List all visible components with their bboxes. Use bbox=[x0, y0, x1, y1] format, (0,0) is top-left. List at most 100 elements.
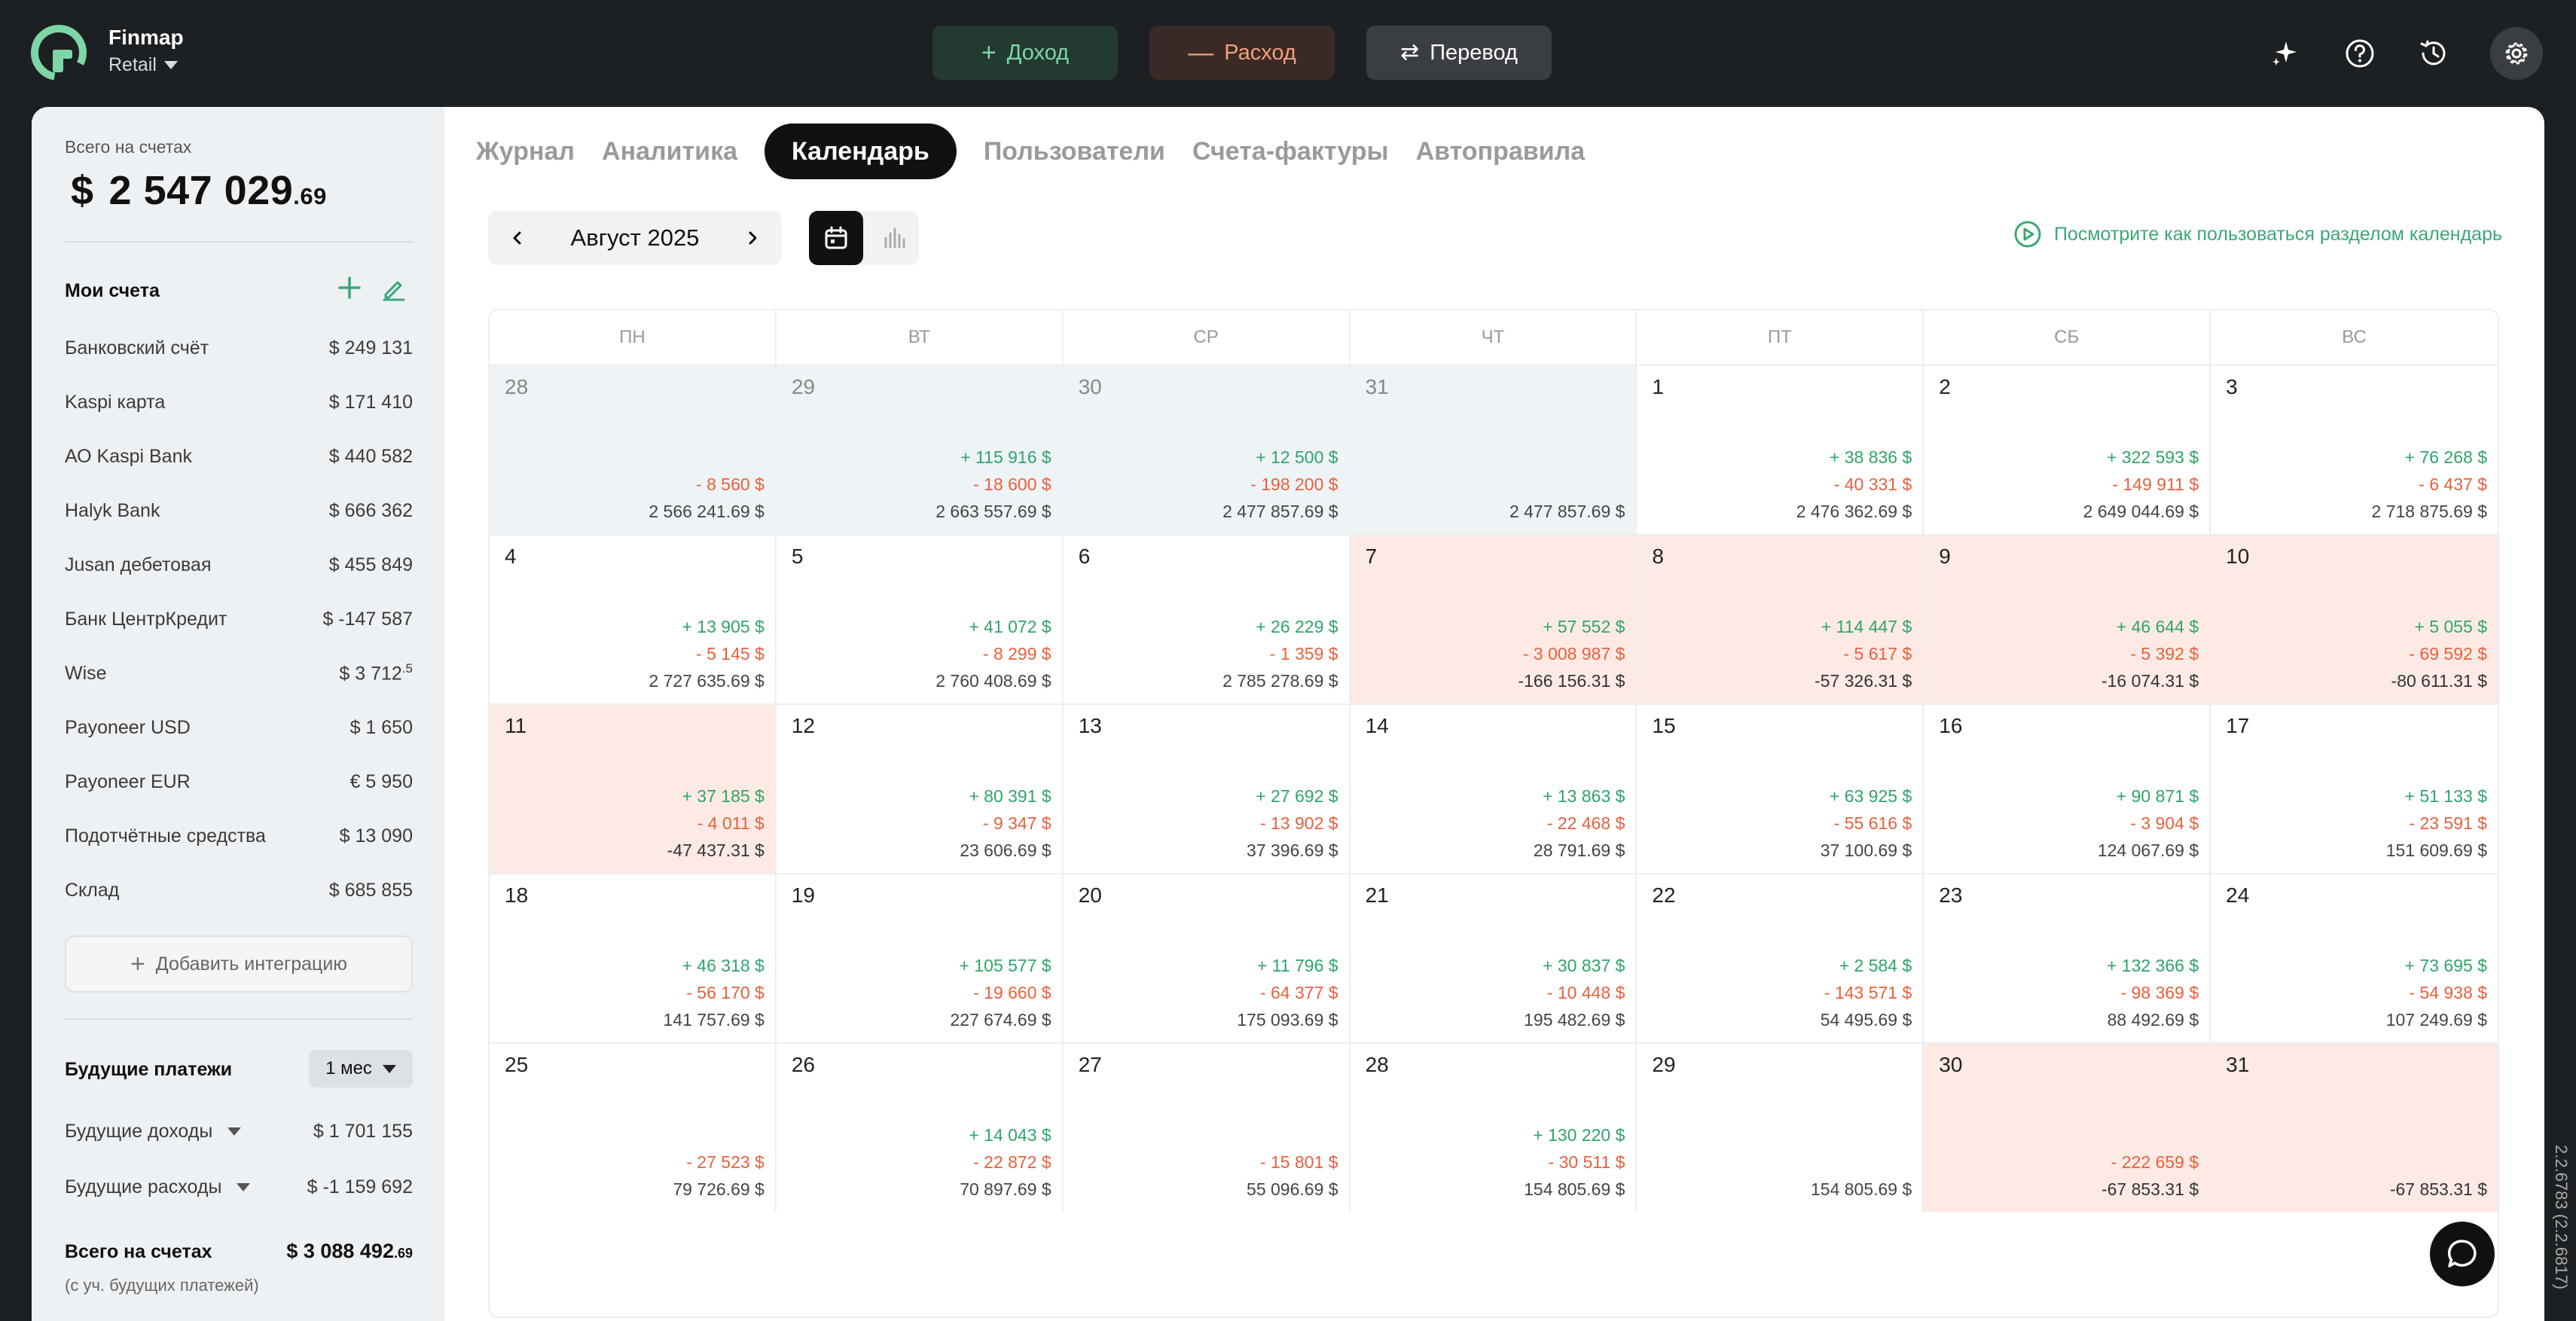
day-number: 1 bbox=[1652, 375, 1664, 398]
day-expense: - 8 560 $ bbox=[696, 474, 765, 494]
calendar-day[interactable]: 28 + 130 220 $ - 30 511 $ 154 805.69 $ bbox=[1350, 1042, 1637, 1212]
org-name: Retail bbox=[108, 54, 157, 75]
chevron-down-icon bbox=[163, 61, 178, 69]
settings-button[interactable] bbox=[2490, 27, 2543, 80]
support-chat-button[interactable] bbox=[2430, 1222, 2495, 1286]
account-row[interactable]: Банк ЦентрКредит $ -147 587 bbox=[65, 604, 413, 634]
calendar-day[interactable]: 15 + 63 925 $ - 55 616 $ 37 100.69 $ bbox=[1637, 703, 1924, 873]
account-row[interactable]: Подотчётные средства $ 13 090 bbox=[65, 821, 413, 851]
account-row[interactable]: Wise $ 3 712.5 bbox=[65, 658, 413, 688]
calendar-day[interactable]: 30 + 12 500 $ - 198 200 $ 2 477 857.69 $ bbox=[1063, 365, 1351, 534]
weekday-label: СР bbox=[1064, 310, 1351, 365]
calendar-day[interactable]: 21 + 30 837 $ - 10 448 $ 195 482.69 $ bbox=[1350, 873, 1637, 1042]
tab-calendar[interactable]: Календарь bbox=[765, 124, 957, 179]
add-transfer-button[interactable]: ⇄ Перевод bbox=[1366, 26, 1552, 80]
account-amount-value: $ 685 855 bbox=[328, 879, 413, 901]
account-row[interactable]: Склад $ 685 855 bbox=[65, 875, 413, 905]
calendar-day[interactable]: 14 + 13 863 $ - 22 468 $ 28 791.69 $ bbox=[1350, 703, 1637, 873]
calendar-day[interactable]: 20 + 11 796 $ - 64 377 $ 175 093.69 $ bbox=[1063, 873, 1351, 1042]
calendar-day[interactable]: 27 - 15 801 $ 55 096.69 $ bbox=[1063, 1042, 1351, 1212]
calendar-day[interactable]: 28 - 8 560 $ 2 566 241.69 $ bbox=[490, 365, 777, 534]
calendar-day[interactable]: 2 + 322 593 $ - 149 911 $ 2 649 044.69 $ bbox=[1924, 365, 2211, 534]
calendar-day[interactable]: 18 + 46 318 $ - 56 170 $ 141 757.69 $ bbox=[490, 873, 777, 1042]
tab-journal[interactable]: Журнал bbox=[476, 136, 575, 166]
calendar-day[interactable]: 11 + 37 185 $ - 4 011 $ -47 437.31 $ bbox=[490, 703, 777, 873]
account-row[interactable]: Payoneer EUR € 5 950 bbox=[65, 767, 413, 797]
day-expense: - 56 170 $ bbox=[686, 983, 765, 1002]
calendar-day[interactable]: 19 + 105 577 $ - 19 660 $ 227 674.69 $ bbox=[776, 873, 1064, 1042]
calendar-day[interactable]: 26 + 14 043 $ - 22 872 $ 70 897.69 $ bbox=[776, 1042, 1064, 1212]
chat-bubble-icon bbox=[2447, 1240, 2477, 1268]
add-integration-button[interactable]: + Добавить интеграцию bbox=[65, 935, 413, 993]
total-balance-label: Всего на счетах bbox=[65, 137, 192, 157]
calendar-day[interactable]: 29 + 115 916 $ - 18 600 $ 2 663 557.69 $ bbox=[776, 365, 1064, 534]
day-summary: + 11 796 $ - 64 377 $ 175 093.69 $ bbox=[1237, 952, 1338, 1033]
calendar-day[interactable]: 13 + 27 692 $ - 13 902 $ 37 396.69 $ bbox=[1063, 703, 1351, 873]
calendar-day[interactable]: 4 + 13 905 $ - 5 145 $ 2 727 635.69 $ bbox=[490, 534, 777, 703]
calendar-day[interactable]: 31 2 477 857.69 $ bbox=[1350, 365, 1637, 534]
org-switcher[interactable]: Retail bbox=[108, 54, 178, 76]
help-button[interactable] bbox=[2333, 27, 2386, 80]
chart-view-button[interactable] bbox=[871, 211, 919, 265]
calendar-day[interactable]: 10 + 5 055 $ - 69 592 $ -80 611.31 $ bbox=[2211, 534, 2498, 703]
history-button[interactable] bbox=[2407, 27, 2460, 80]
calendar-day[interactable]: 8 + 114 447 $ - 5 617 $ -57 326.31 $ bbox=[1637, 534, 1924, 703]
account-name: Wise bbox=[65, 662, 107, 684]
day-income: + 73 695 $ bbox=[2404, 956, 2487, 975]
tab-users[interactable]: Пользователи bbox=[983, 136, 1165, 166]
calendar-view-button[interactable] bbox=[809, 211, 863, 265]
future-income-row[interactable]: Будущие доходы $ 1 701 155 bbox=[65, 1116, 413, 1146]
future-period-select[interactable]: 1 мес bbox=[309, 1050, 413, 1088]
day-summary: + 130 220 $ - 30 511 $ 154 805.69 $ bbox=[1524, 1121, 1625, 1203]
account-row[interactable]: Payoneer USD $ 1 650 bbox=[65, 712, 413, 743]
calendar-day[interactable]: 7 + 57 552 $ - 3 008 987 $ -166 156.31 $ bbox=[1350, 534, 1637, 703]
account-amount: $ 1 650 bbox=[350, 717, 413, 739]
calendar-help-link[interactable]: Посмотрите как пользоваться разделом кал… bbox=[2013, 220, 2502, 249]
calendar-day[interactable]: 16 + 90 871 $ - 3 904 $ 124 067.69 $ bbox=[1924, 703, 2211, 873]
calendar-day[interactable]: 22 + 2 584 $ - 143 571 $ 54 495.69 $ bbox=[1637, 873, 1924, 1042]
add-expense-button[interactable]: — Расход bbox=[1149, 26, 1335, 80]
prev-month-button[interactable] bbox=[506, 227, 529, 249]
next-month-button[interactable] bbox=[741, 227, 764, 249]
calendar-day[interactable]: 29 154 805.69 $ bbox=[1637, 1042, 1924, 1212]
weekday-label: ЧТ bbox=[1351, 310, 1637, 365]
calendar-day[interactable]: 31 -67 853.31 $ bbox=[2211, 1042, 2498, 1212]
day-expense: - 1 359 $ bbox=[1269, 644, 1338, 664]
account-row[interactable]: Kaspi карта $ 171 410 bbox=[65, 387, 413, 417]
tab-analytics[interactable]: Аналитика bbox=[602, 136, 737, 166]
account-row[interactable]: Jusan дебетовая $ 455 849 bbox=[65, 550, 413, 580]
account-row[interactable]: Halyk Bank $ 666 362 bbox=[65, 496, 413, 526]
calendar-day[interactable]: 9 + 46 644 $ - 5 392 $ -16 074.31 $ bbox=[1924, 534, 2211, 703]
chevron-down-icon bbox=[237, 1182, 251, 1191]
day-expense: - 198 200 $ bbox=[1250, 474, 1338, 494]
day-summary: + 37 185 $ - 4 011 $ -47 437.31 $ bbox=[667, 783, 765, 864]
day-number: 29 bbox=[1652, 1053, 1676, 1076]
calendar-day[interactable]: 23 + 132 366 $ - 98 369 $ 88 492.69 $ bbox=[1924, 873, 2211, 1042]
day-expense: - 98 369 $ bbox=[2120, 983, 2199, 1002]
account-amount: $ 249 131 bbox=[329, 337, 413, 359]
calendar-day[interactable]: 5 + 41 072 $ - 8 299 $ 2 760 408.69 $ bbox=[776, 534, 1064, 703]
add-income-button[interactable]: + Доход bbox=[932, 26, 1118, 80]
calendar-day[interactable]: 30 - 222 659 $ -67 853.31 $ bbox=[1924, 1042, 2211, 1212]
calendar-day[interactable]: 24 + 73 695 $ - 54 938 $ 107 249.69 $ bbox=[2211, 873, 2498, 1042]
tab-autorules[interactable]: Автоправила bbox=[1415, 136, 1586, 166]
add-account-icon[interactable] bbox=[334, 273, 365, 303]
future-expense-row[interactable]: Будущие расходы $ -1 159 692 bbox=[65, 1172, 413, 1202]
calendar-day[interactable]: 12 + 80 391 $ - 9 347 $ 23 606.69 $ bbox=[776, 703, 1064, 873]
day-expense: - 10 448 $ bbox=[1546, 983, 1625, 1002]
calendar-day[interactable]: 25 - 27 523 $ 79 726.69 $ bbox=[490, 1042, 777, 1212]
finmap-logo-icon[interactable] bbox=[30, 24, 87, 81]
calendar-day[interactable]: 1 + 38 836 $ - 40 331 $ 2 476 362.69 $ bbox=[1637, 365, 1924, 534]
day-number: 15 bbox=[1652, 714, 1676, 737]
tab-invoices[interactable]: Счета-фактуры bbox=[1192, 136, 1389, 166]
account-row[interactable]: АО Kaspi Bank $ 440 582 bbox=[65, 441, 413, 471]
account-amount: $ 13 090 bbox=[340, 825, 413, 847]
day-summary: + 51 133 $ - 23 591 $ 151 609.69 $ bbox=[2386, 783, 2487, 864]
ai-assistant-button[interactable] bbox=[2258, 27, 2311, 80]
calendar-day[interactable]: 17 + 51 133 $ - 23 591 $ 151 609.69 $ bbox=[2211, 703, 2498, 873]
calendar-day[interactable]: 6 + 26 229 $ - 1 359 $ 2 785 278.69 $ bbox=[1063, 534, 1351, 703]
edit-accounts-icon[interactable] bbox=[380, 274, 408, 303]
account-row[interactable]: Банковский счёт $ 249 131 bbox=[65, 333, 413, 363]
account-amount: $ 666 362 bbox=[329, 500, 413, 522]
calendar-day[interactable]: 3 + 76 268 $ - 6 437 $ 2 718 875.69 $ bbox=[2211, 365, 2498, 534]
